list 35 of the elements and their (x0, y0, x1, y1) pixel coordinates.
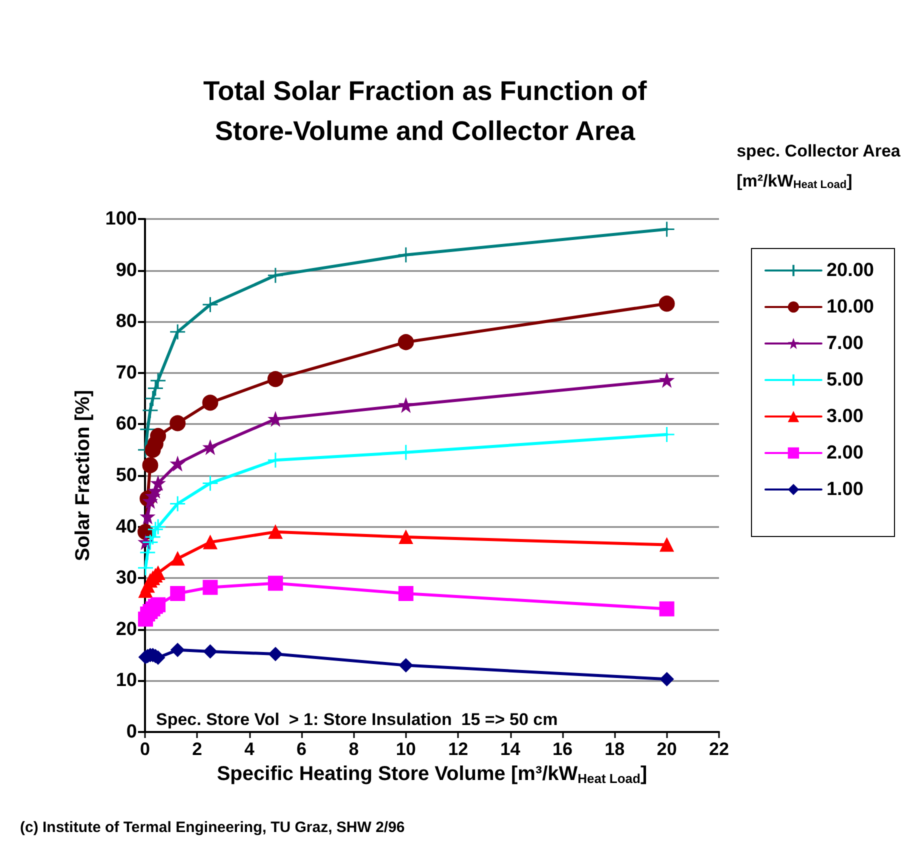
x-tick-label: 14 (500, 739, 520, 759)
x-tick-label: 16 (552, 739, 572, 759)
text: (c) Institute of Termal Engineering, TU Graz, SHW 2/96 (20, 819, 405, 836)
x-tick-label: 8 (348, 739, 359, 759)
legend-label: 20.00 (826, 260, 874, 281)
x-tick-label: 4 (244, 739, 254, 759)
x-tick-label: 0 (140, 739, 150, 759)
y-tick-label: 20 (116, 618, 137, 640)
x-tick-label: 2 (192, 739, 202, 759)
legend-label: 3.00 (826, 406, 864, 427)
x-tick-label: 10 (396, 739, 416, 759)
x-tick-label: 20 (656, 739, 677, 759)
y-tick-label: 40 (116, 516, 137, 538)
legend-label: 2.00 (826, 442, 864, 464)
y-tick-label: 50 (116, 465, 137, 486)
legend-label: 10.00 (826, 296, 874, 318)
x-tick-label: 18 (604, 739, 625, 759)
y-tick-label: 0 (126, 722, 137, 742)
y-axis-title: Solar Fraction [%] (72, 390, 94, 562)
y-tick-label: 100 (105, 208, 137, 230)
y-tick-label: 70 (116, 362, 137, 384)
legend-label: 1.00 (826, 479, 864, 500)
y-tick-label: 60 (116, 414, 137, 435)
annotation: Spec. Store Vol > 1: Store Insulation 15 => 50 cm (156, 710, 558, 729)
legend-label: 5.00 (826, 370, 864, 390)
x-tick-label: 22 (708, 739, 730, 759)
y-tick-label: 80 (116, 311, 137, 332)
y-tick-label: 90 (116, 260, 137, 281)
legend-title: spec. Collector Area [m²/kWHeat Load] (736, 142, 901, 191)
chart-title: Total Solar Fraction as Function of Store-Volume and Collector Area (203, 76, 648, 146)
x-tick-label: 12 (448, 739, 468, 759)
x-tick-label: 6 (296, 739, 307, 759)
legend-label: 7.00 (826, 333, 864, 354)
y-tick-label: 30 (116, 568, 137, 589)
y-tick-label: 10 (116, 670, 137, 692)
